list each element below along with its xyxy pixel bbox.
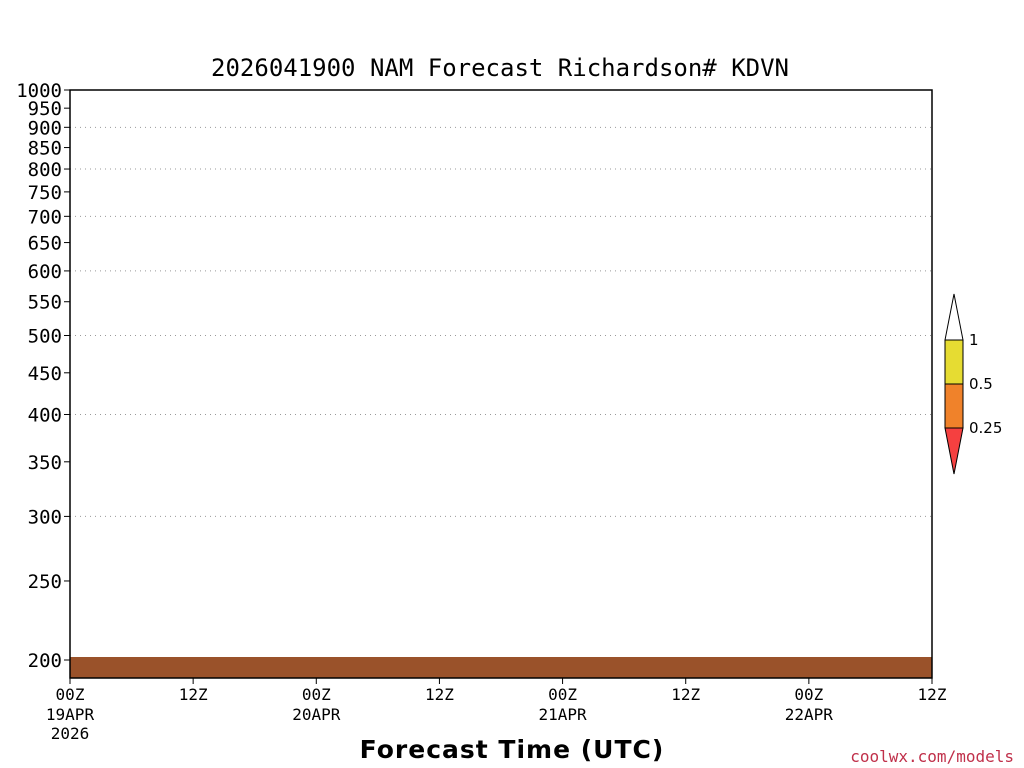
legend: 1 0.5 0.25 (944, 293, 1002, 475)
y-tick-label: 200 (28, 650, 62, 672)
legend-swatch-orange (944, 383, 964, 429)
plot-frame (69, 89, 933, 679)
y-tick-label: 450 (28, 363, 62, 385)
legend-label-1: 1 (969, 331, 979, 349)
x-tick-date: 19APR (46, 705, 95, 724)
y-tick-label: 650 (28, 233, 62, 255)
y-tick-label: 850 (28, 138, 62, 160)
x-tick-date: 22APR (785, 705, 834, 724)
y-tick-label: 250 (28, 571, 62, 593)
x-tick-date: 20APR (292, 705, 341, 724)
x-tick-year: 2026 (51, 724, 90, 743)
y-tick-label: 800 (28, 159, 62, 181)
x-tick-label: 12Z (179, 685, 208, 704)
legend-label-0.25: 0.25 (969, 419, 1002, 437)
ground-layer (70, 657, 932, 678)
y-axis: 200 250 300 350 400 450 500 550 600 650 7007508008… (16, 80, 70, 672)
y-tick-label: 500 (28, 325, 62, 347)
y-tick-label: 1000 (16, 80, 62, 102)
y-tick-label: 300 (28, 506, 62, 528)
y-tick-label: 900 (28, 117, 62, 139)
y-tick-label: 550 (28, 292, 62, 314)
x-tick-label: 00Z (548, 685, 577, 704)
x-tick-date: 21APR (538, 705, 587, 724)
y-tick-label: 950 (28, 98, 62, 120)
plot-background (70, 90, 932, 678)
legend-label-0.5: 0.5 (969, 375, 993, 393)
plot-area (69, 89, 933, 679)
y-tick-label: 600 (28, 261, 62, 283)
site-credit: coolwx.com/models (850, 747, 1014, 766)
legend-bottom-arrow (944, 427, 964, 475)
y-tick-label: 750 (28, 182, 62, 204)
x-tick-label: 12Z (918, 685, 947, 704)
legend-top-arrow (944, 293, 964, 341)
ground-fill (70, 657, 932, 678)
legend-swatch-yellow (944, 339, 964, 385)
y-tick-label: 700 (28, 206, 62, 228)
x-tick-label: 12Z (425, 685, 454, 704)
x-tick-label: 12Z (671, 685, 700, 704)
x-tick-label: 00Z (56, 685, 85, 704)
chart-title: 2026041900 NAM Forecast Richardson# KDVN (211, 54, 789, 82)
x-tick-label: 00Z (794, 685, 823, 704)
y-tick-label: 350 (28, 452, 62, 474)
x-axis-label: Forecast Time (UTC) (360, 735, 665, 764)
y-tick-label: 400 (28, 405, 62, 427)
x-tick-label: 00Z (302, 685, 331, 704)
